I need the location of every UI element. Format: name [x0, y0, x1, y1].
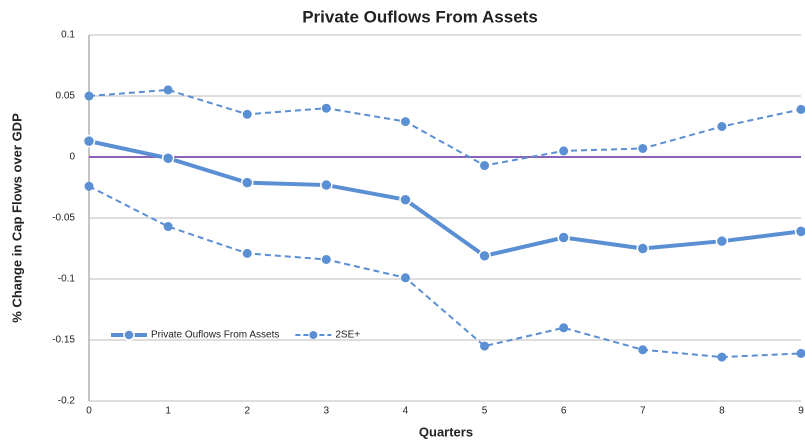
data-point [240, 176, 254, 189]
x-tick-label: 5 [482, 406, 488, 417]
y-tick-label: 0.1 [61, 30, 75, 41]
data-point [559, 323, 569, 333]
x-tick-label: 1 [165, 406, 171, 417]
y-tick-label: -0.2 [58, 396, 76, 407]
x-tick-label: 9 [798, 406, 804, 417]
data-point [400, 273, 410, 283]
legend-label: Private Ouflows From Assets [151, 330, 279, 341]
data-point [717, 352, 727, 362]
data-point [400, 117, 410, 127]
data-point [715, 234, 729, 248]
x-tick-label: 4 [403, 406, 409, 417]
data-point [638, 345, 648, 355]
y-tick-label: 0 [69, 152, 75, 163]
data-point [242, 109, 252, 119]
data-point [320, 178, 333, 192]
data-point [321, 254, 331, 264]
data-point [399, 193, 412, 206]
x-axis-label: Quarters [419, 424, 473, 439]
x-tick-label: 7 [640, 406, 646, 417]
series-line [88, 139, 802, 258]
data-point [161, 151, 175, 165]
data-point [84, 181, 94, 191]
legend-marker [309, 331, 318, 339]
data-point [717, 122, 727, 131]
data-point [557, 231, 570, 244]
data-point [84, 91, 94, 101]
chart-title: Private Ouflows From Assets [302, 7, 538, 26]
y-tick-label: -0.05 [52, 213, 75, 224]
series-line [88, 185, 802, 359]
data-point [794, 225, 805, 238]
data-point [478, 249, 491, 263]
x-tick-label: 0 [86, 406, 92, 417]
x-tick-label: 6 [561, 406, 567, 417]
y-tick-label: 0.05 [56, 91, 76, 102]
data-point [242, 248, 252, 258]
legend-label: 2SE+ [335, 330, 360, 341]
data-point [480, 341, 490, 351]
x-tick-label: 2 [244, 406, 250, 417]
data-point [321, 103, 331, 113]
y-axis-label: % Change in Cap Flows over GDP [9, 113, 24, 323]
data-point [163, 222, 173, 232]
series-line [88, 88, 802, 167]
data-point [636, 242, 650, 255]
x-tick-label: 8 [719, 406, 725, 417]
y-tick-label: -0.15 [52, 335, 75, 346]
data-point [163, 85, 173, 95]
y-tick-label: -0.1 [58, 274, 76, 285]
data-point [480, 161, 490, 171]
data-point [559, 146, 569, 156]
data-point [638, 143, 648, 153]
data-point [82, 134, 96, 148]
data-point [796, 104, 805, 114]
data-point [796, 348, 805, 358]
x-tick-label: 3 [324, 406, 330, 417]
legend-marker [123, 329, 135, 341]
